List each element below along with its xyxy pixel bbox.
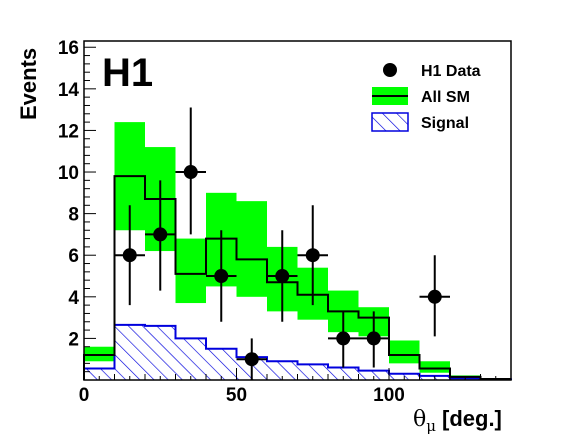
x-tick-label: 100 xyxy=(373,385,405,406)
y-tick-label: 8 xyxy=(68,205,79,226)
data-point xyxy=(145,180,176,291)
data-point xyxy=(267,230,298,322)
data-point-marker xyxy=(427,289,442,304)
legend-marker-data xyxy=(383,63,397,77)
legend-item: H1 Data xyxy=(383,63,481,80)
sm-histogram xyxy=(83,175,511,380)
data-point-marker xyxy=(336,331,351,346)
y-tick-label: 12 xyxy=(58,121,79,142)
data-point xyxy=(206,230,237,322)
y-tick-label: 10 xyxy=(58,163,79,184)
data-point-marker xyxy=(214,269,229,284)
x-axis-title-unit: [deg.] xyxy=(442,406,502,431)
sm-band-bin xyxy=(84,346,115,362)
signal-bin xyxy=(206,348,237,380)
sm-line xyxy=(83,175,511,380)
y-tick-label: 2 xyxy=(68,329,79,350)
data-point xyxy=(297,205,328,306)
legend-item: All SM xyxy=(372,87,470,106)
x-axis-title-subscript: μ xyxy=(426,417,436,435)
data-points xyxy=(114,107,450,380)
x-tick-label: 0 xyxy=(79,385,90,406)
signal-bin xyxy=(114,324,145,380)
sm-band-bin xyxy=(419,361,450,373)
data-point xyxy=(114,205,145,306)
sm-band-bin xyxy=(236,201,267,297)
data-point-marker xyxy=(244,352,259,367)
signal-histogram xyxy=(83,323,512,381)
data-point xyxy=(236,338,267,380)
x-axis-title-symbol: θ xyxy=(413,407,426,432)
data-point-marker xyxy=(122,248,137,263)
data-point-marker xyxy=(366,331,381,346)
y-tick-label: 4 xyxy=(68,288,79,309)
legend: H1 Data All SM Signal xyxy=(371,63,481,132)
signal-bin xyxy=(175,338,206,380)
y-axis-title: Events xyxy=(16,48,41,120)
data-point xyxy=(328,311,359,368)
experiment-label: H1 xyxy=(102,51,153,95)
legend-label: H1 Data xyxy=(421,63,481,80)
axes: 0 50 100 2 4 6 8 10 12 14 16 xyxy=(58,38,512,406)
signal-bin xyxy=(297,364,328,380)
legend-label: All SM xyxy=(421,89,470,106)
sm-band-bin xyxy=(175,238,206,304)
legend-item: Signal xyxy=(371,112,469,132)
data-point-marker xyxy=(183,165,198,180)
data-point-marker xyxy=(153,227,168,242)
x-axis-title: θμ [deg.] xyxy=(413,406,502,435)
y-tick-label: 14 xyxy=(58,80,80,101)
sm-band-bin xyxy=(389,340,420,364)
legend-label: Signal xyxy=(421,115,469,132)
data-point-marker xyxy=(305,248,320,263)
signal-bin xyxy=(328,367,359,380)
y-tick-label: 16 xyxy=(58,38,79,59)
data-point xyxy=(358,311,389,368)
signal-bin xyxy=(267,361,298,380)
data-point-marker xyxy=(275,269,290,284)
signal-bin xyxy=(145,325,176,380)
signal-bin xyxy=(358,370,389,380)
y-tick-label: 6 xyxy=(68,246,79,267)
x-tick-label: 50 xyxy=(226,385,247,406)
legend-swatch-signal xyxy=(371,112,409,132)
signal-bin xyxy=(84,368,115,380)
data-point xyxy=(419,255,450,337)
data-point xyxy=(175,107,206,235)
